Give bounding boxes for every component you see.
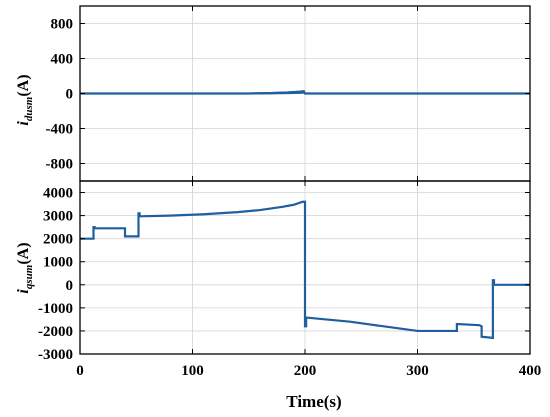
top-ytick-label: 400: [51, 52, 74, 68]
top-series-line: [80, 90, 530, 95]
bottom-series-line: [80, 200, 530, 340]
top-ylabel-main: i: [15, 121, 32, 126]
top-ytick-label: -400: [46, 122, 74, 138]
bottom-ytick-label: 4000: [43, 186, 73, 202]
bottom-xtick-label: 200: [294, 363, 317, 379]
x-axis-label: Time(s): [286, 392, 341, 411]
bottom-ylabel-main: i: [15, 289, 32, 294]
bottom-y-axis-label: iqsum(A): [15, 242, 35, 293]
bottom-ytick-label: -2000: [38, 324, 73, 340]
top-series-0-line: [80, 90, 530, 95]
bottom-xtick-label: 100: [181, 363, 204, 379]
top-ytick-label: 800: [51, 17, 74, 33]
bottom-y-ticks: 4000 3000 2000 1000 0 -1000 -2000 -3000: [38, 181, 531, 363]
top-ylabel-sub: dusm: [23, 96, 35, 121]
top-ylabel-unit: (A): [15, 74, 32, 96]
bottom-ytick-label: 0: [66, 278, 74, 294]
top-y-ticks: 800 400 0 -400 -800: [46, 6, 531, 181]
bottom-x-ticks: 0 100 200 300 400: [76, 363, 541, 379]
top-y-axis-label: idusm(A): [15, 74, 35, 125]
bottom-xtick-label: 0: [76, 363, 84, 379]
bottom-ytick-label: 2000: [43, 232, 73, 248]
bottom-ytick-label: -1000: [38, 301, 73, 317]
bottom-ylabel-unit: (A): [15, 242, 32, 264]
bottom-ylabel-sub: qsum: [23, 264, 35, 289]
bottom-series-0-line: [80, 200, 530, 340]
top-ytick-label: 0: [66, 87, 74, 103]
bottom-panel: 4000 3000 2000 1000 0 -1000 -2000 -3000 0 100 200…: [15, 180, 541, 411]
bottom-ytick-label: 1000: [43, 255, 73, 271]
top-ytick-label: -800: [46, 157, 74, 173]
bottom-xtick-label: 300: [406, 363, 429, 379]
bottom-ytick-label: -3000: [38, 347, 73, 363]
bottom-ytick-label: 3000: [43, 209, 73, 225]
bottom-xtick-label: 400: [519, 363, 542, 379]
